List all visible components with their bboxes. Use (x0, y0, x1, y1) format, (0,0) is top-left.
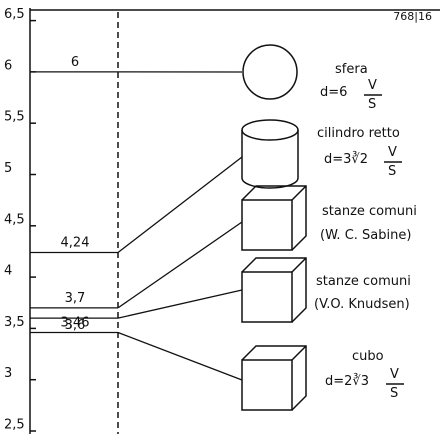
formula: d=2∛3 (325, 373, 369, 389)
connector (117, 331, 243, 381)
y-tick-label: 3 (4, 366, 12, 381)
y-tick-label: 4,5 (4, 212, 25, 227)
shape-name: stanze comuni (322, 204, 417, 219)
level-label: 3,46 (61, 316, 90, 331)
y-tick-label: 5,5 (4, 110, 25, 125)
formula-den: S (388, 164, 396, 179)
y-tick-label: 2,5 (4, 418, 25, 433)
connector (117, 221, 243, 309)
level-label: 4,24 (61, 235, 90, 250)
shape-name: stanze comuni (316, 274, 411, 289)
y-tick-label: 6 (4, 58, 12, 73)
y-tick-label: 3,5 (4, 315, 25, 330)
cube (241, 185, 307, 251)
connector (117, 289, 243, 319)
level-label: 6 (71, 55, 79, 70)
y-tick-label: 6,5 (4, 7, 25, 22)
shape-name: cubo (352, 349, 384, 364)
figure-code: 768|16 (393, 10, 432, 23)
formula-num: V (390, 367, 399, 382)
shape-note: (W. C. Sabine) (320, 228, 411, 243)
level-label: 3,6 (65, 318, 86, 333)
connector (117, 156, 243, 253)
formula-den: S (368, 97, 376, 112)
cube (241, 257, 307, 323)
sphere (242, 44, 298, 100)
shape-name: cilindro retto (317, 126, 400, 141)
level-label: 3,7 (65, 291, 86, 306)
formula: d=6 (320, 85, 347, 100)
y-tick-label: 5 (4, 161, 12, 176)
formula-num: V (388, 145, 397, 160)
shape-name: sfera (335, 62, 368, 77)
cylinder (241, 119, 299, 189)
shape-note: (V.O. Knudsen) (314, 297, 410, 312)
y-tick-label: 4 (4, 264, 12, 279)
formula-den: S (390, 386, 398, 401)
formula: d=3∛2 (324, 151, 368, 167)
cube (241, 345, 307, 411)
formula-num: V (368, 78, 377, 93)
